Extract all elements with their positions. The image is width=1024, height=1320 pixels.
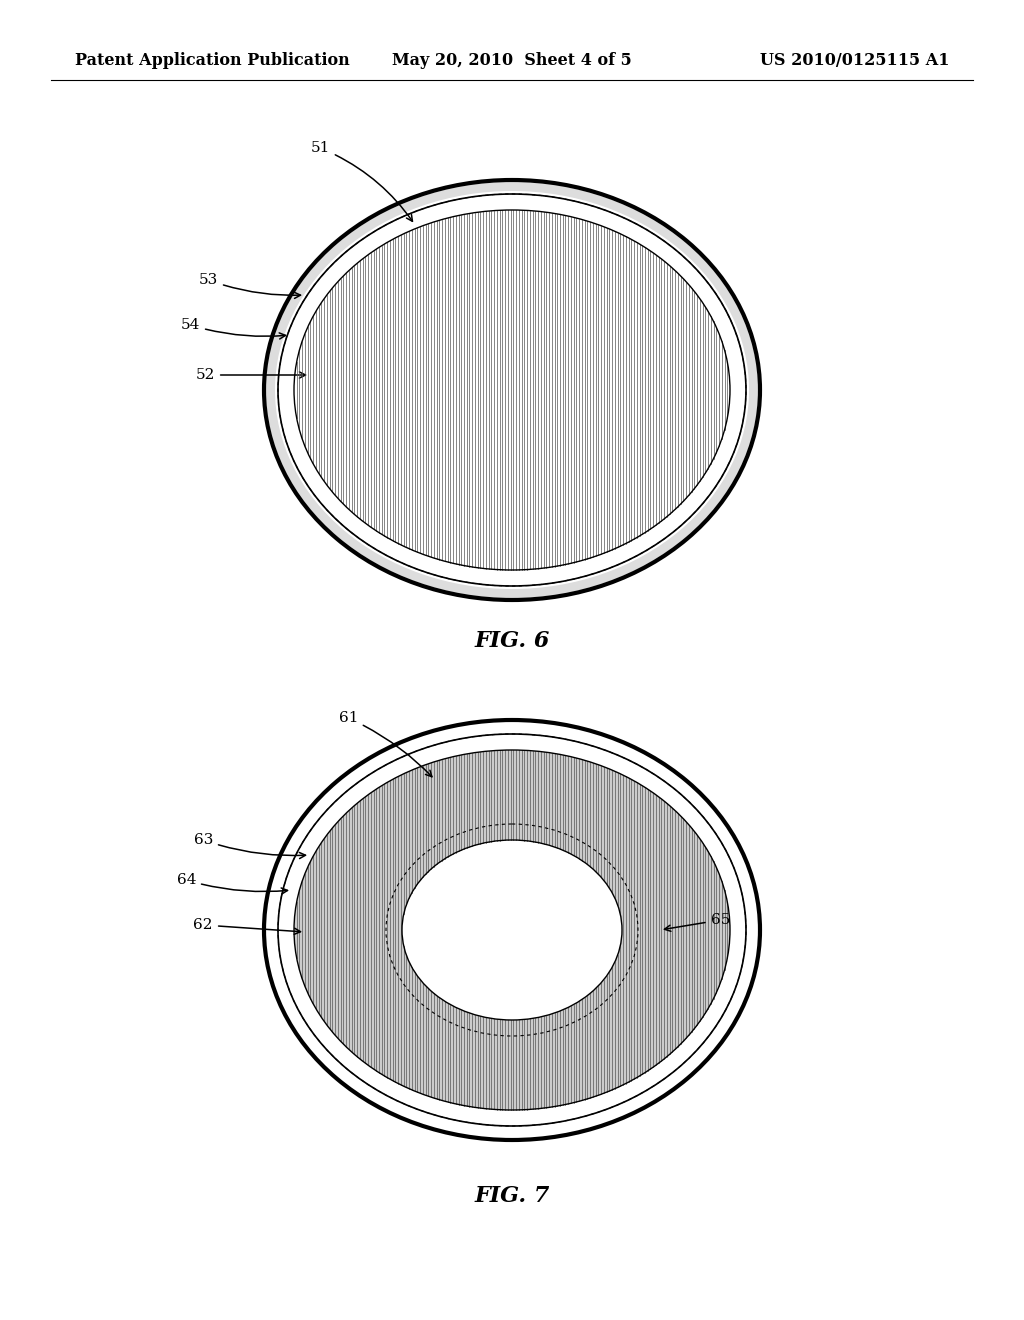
Text: Patent Application Publication: Patent Application Publication — [75, 51, 350, 69]
Text: 52: 52 — [196, 368, 305, 381]
Text: 51: 51 — [310, 141, 413, 222]
Ellipse shape — [264, 180, 760, 601]
Text: 65: 65 — [665, 913, 730, 932]
Ellipse shape — [294, 210, 730, 570]
Ellipse shape — [264, 719, 760, 1140]
Text: US 2010/0125115 A1: US 2010/0125115 A1 — [761, 51, 950, 69]
Ellipse shape — [275, 191, 749, 589]
Text: May 20, 2010  Sheet 4 of 5: May 20, 2010 Sheet 4 of 5 — [392, 51, 632, 69]
Ellipse shape — [294, 750, 730, 1110]
Ellipse shape — [266, 182, 758, 598]
Text: 64: 64 — [176, 873, 288, 894]
Text: FIG. 7: FIG. 7 — [474, 1185, 550, 1206]
Ellipse shape — [402, 840, 622, 1020]
Text: 63: 63 — [194, 833, 305, 858]
Text: FIG. 6: FIG. 6 — [474, 630, 550, 652]
Text: 61: 61 — [339, 711, 432, 776]
Text: 62: 62 — [194, 917, 300, 935]
Text: 53: 53 — [199, 273, 300, 298]
Ellipse shape — [278, 194, 746, 586]
Text: 54: 54 — [180, 318, 286, 339]
